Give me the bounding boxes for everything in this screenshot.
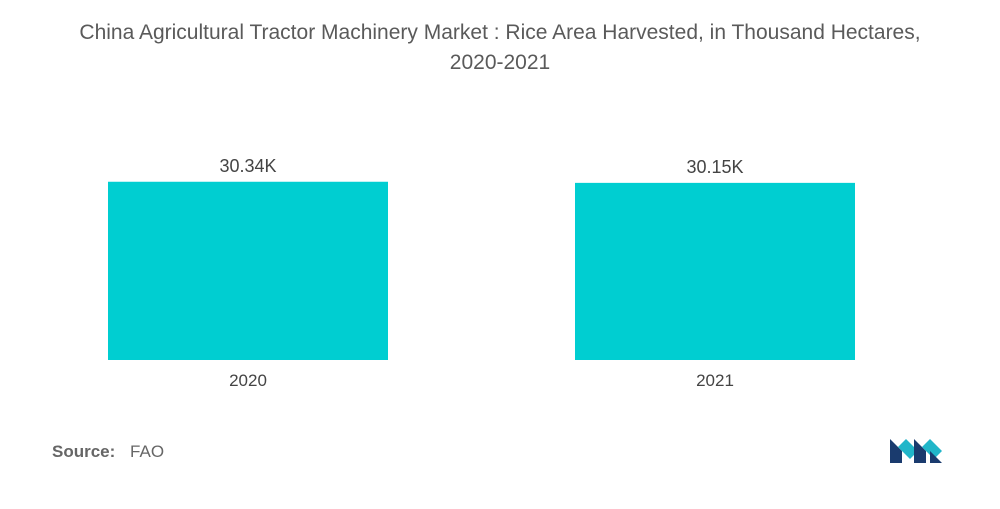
- data-label-2021: 30.15K: [686, 157, 743, 177]
- chart-title-line-1: China Agricultural Tractor Machinery Mar…: [79, 21, 921, 44]
- x-tick-label-2021: 2021: [696, 371, 734, 390]
- source-note: Source: FAO: [52, 442, 164, 462]
- source-label: Source:: [52, 442, 116, 461]
- data-label-2020: 30.34K: [219, 156, 276, 176]
- chart-title-line-2: 2020-2021: [449, 51, 551, 74]
- mordor-intelligence-logo-icon: [890, 439, 942, 463]
- source-value: FAO: [130, 442, 165, 461]
- chart-title: China Agricultural Tractor Machinery Mar…: [0, 18, 1000, 78]
- bar-2020: [108, 181, 388, 360]
- bar-2021: [575, 182, 855, 360]
- x-tick-label-2020: 2020: [229, 371, 267, 390]
